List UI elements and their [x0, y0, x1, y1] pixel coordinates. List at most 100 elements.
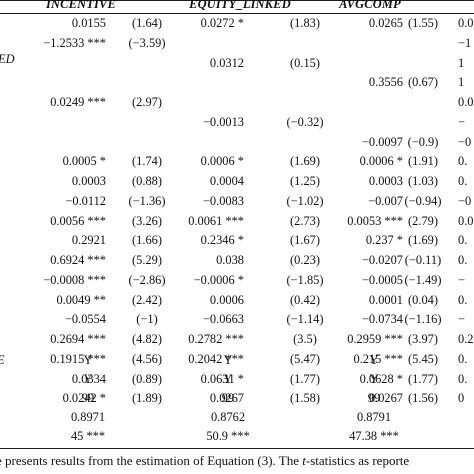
coefficient-cell: 0.0242 *: [62, 391, 106, 405]
row-label-fragment: E: [0, 352, 5, 368]
summary-cell: Y: [83, 353, 93, 367]
coefficient-cell: 0.0: [458, 95, 474, 109]
coefficient-cell: −0.0554: [64, 312, 106, 326]
t-stat-cell: (−0.94): [404, 194, 442, 208]
coefficient-cell: 0: [458, 391, 465, 405]
coefficient-cell: 0.237 *: [365, 233, 403, 247]
header-bottom-rule: [0, 13, 474, 14]
summary-cell: Y: [223, 372, 233, 386]
coefficient-cell: 1: [458, 56, 465, 70]
t-stat-cell: (1.89): [132, 391, 162, 405]
note-text: -statistics as reporte: [305, 453, 410, 468]
coefficient-cell: −0.0083: [202, 194, 244, 208]
coefficient-cell: 0.0267: [209, 391, 244, 405]
table-bottom-rule: [0, 448, 474, 449]
t-stat-cell: (3.97): [408, 332, 438, 346]
coefficient-cell: 0.0272 *: [200, 16, 244, 30]
coefficient-cell: −0.0097: [361, 135, 403, 149]
summary-cell: 47.38 ***: [349, 429, 399, 443]
t-stat-cell: (1.56): [408, 391, 438, 405]
coefficient-cell: 0.2042 ***: [188, 352, 244, 366]
coefficient-cell: 0.0: [458, 16, 474, 30]
coefficient-cell: 0.: [458, 154, 468, 168]
coefficient-cell: 0.2346 *: [200, 233, 244, 247]
coefficient-cell: −0.0013: [202, 115, 244, 129]
header-top-rule: [0, 0, 474, 1]
coefficient-cell: 0.0312: [209, 56, 244, 70]
coefficient-cell: 0.0003: [71, 174, 106, 188]
coefficient-cell: 0.0004: [209, 174, 244, 188]
t-stat-cell: (0.04): [408, 293, 438, 307]
coefficient-cell: −0.0008 ***: [43, 273, 106, 287]
t-stat-cell: (1.25): [290, 174, 320, 188]
t-stat-cell: (1.69): [290, 154, 320, 168]
column-header-avgcomp: AVGCOMP: [339, 0, 401, 11]
t-stat-cell: (5.45): [408, 352, 438, 366]
coefficient-cell: 0.0006 *: [200, 154, 244, 168]
coefficient-cell: 0.3556: [368, 75, 403, 89]
summary-cell: 0.8791: [356, 410, 392, 424]
coefficient-cell: −0.0663: [202, 312, 244, 326]
coefficient-cell: 0.0061 ***: [188, 214, 244, 228]
t-stat-cell: (1.74): [132, 154, 162, 168]
coefficient-cell: −0.007: [368, 194, 403, 208]
coefficient-cell: 0.038: [216, 253, 244, 267]
coefficient-cell: 0.: [458, 233, 468, 247]
coefficient-cell: 0.: [458, 174, 468, 188]
coefficient-cell: 0.1915 ***: [50, 352, 106, 366]
t-stat-cell: (−2.86): [128, 273, 166, 287]
summary-cell: 99: [367, 391, 381, 405]
coefficient-cell: 0.: [458, 352, 468, 366]
coefficient-cell: −: [458, 312, 465, 326]
coefficient-cell: 0.6924 ***: [50, 253, 106, 267]
t-stat-cell: (4.56): [132, 352, 162, 366]
coefficient-cell: −: [458, 273, 465, 287]
table-note: e presents results from the estimation o…: [0, 453, 409, 469]
t-stat-cell: (−1.85): [286, 273, 324, 287]
t-stat-cell: (−0.11): [404, 253, 442, 267]
t-stat-cell: (−0.32): [286, 115, 324, 129]
coefficient-cell: 0.0: [458, 214, 474, 228]
coefficient-cell: 0.0155: [71, 16, 106, 30]
row-label-fragment: ED: [0, 52, 15, 66]
coefficient-cell: 0.0631 *: [200, 372, 244, 386]
coefficient-cell: 0.2921: [71, 233, 106, 247]
coefficient-cell: −: [458, 115, 465, 129]
coefficient-cell: 0.0005 *: [62, 154, 106, 168]
coefficient-cell: −0.0734: [361, 312, 403, 326]
t-stat-cell: (1.66): [132, 233, 162, 247]
t-stat-cell: (−3.59): [128, 36, 166, 50]
coefficient-cell: 0.: [458, 372, 468, 386]
coefficient-cell: 0.2: [458, 332, 474, 346]
t-stat-cell: (1.03): [408, 174, 438, 188]
coefficient-cell: 0.0628 *: [359, 372, 403, 386]
summary-cell: 45 ***: [70, 429, 106, 443]
t-stat-cell: (0.23): [290, 253, 320, 267]
t-stat-cell: (−0.9): [407, 135, 439, 149]
t-stat-cell: (−1.49): [404, 273, 442, 287]
t-stat-cell: (−1): [136, 312, 158, 326]
t-stat-cell: (−1.02): [286, 194, 324, 208]
t-stat-cell: (2.79): [408, 214, 438, 228]
t-stat-cell: (2.73): [290, 214, 320, 228]
coefficient-cell: −1: [458, 36, 472, 50]
t-stat-cell: (1.58): [290, 391, 320, 405]
summary-cell: 0.8971: [70, 410, 106, 424]
coefficient-cell: 0.: [458, 293, 468, 307]
summary-cell: Y: [369, 372, 379, 386]
t-stat-cell: (0.67): [408, 75, 438, 89]
coefficient-cell: −0: [458, 194, 472, 208]
summary-cell: Y: [223, 353, 233, 367]
note-text: e presents results from the estimation o…: [0, 453, 303, 468]
t-stat-cell: (−1.14): [286, 312, 324, 326]
summary-cell: 99: [221, 391, 235, 405]
coefficient-cell: 0.2782 ***: [188, 332, 244, 346]
coefficient-cell: 0.0334: [71, 372, 106, 386]
coefficient-cell: 0.0249 ***: [50, 95, 106, 109]
coefficient-cell: 0.2694 ***: [50, 332, 106, 346]
t-stat-cell: (1.69): [408, 233, 438, 247]
t-stat-cell: (1.91): [408, 154, 438, 168]
t-stat-cell: (−1.36): [128, 194, 166, 208]
t-stat-cell: (4.82): [132, 332, 162, 346]
coefficient-cell: −0.0005: [361, 273, 403, 287]
